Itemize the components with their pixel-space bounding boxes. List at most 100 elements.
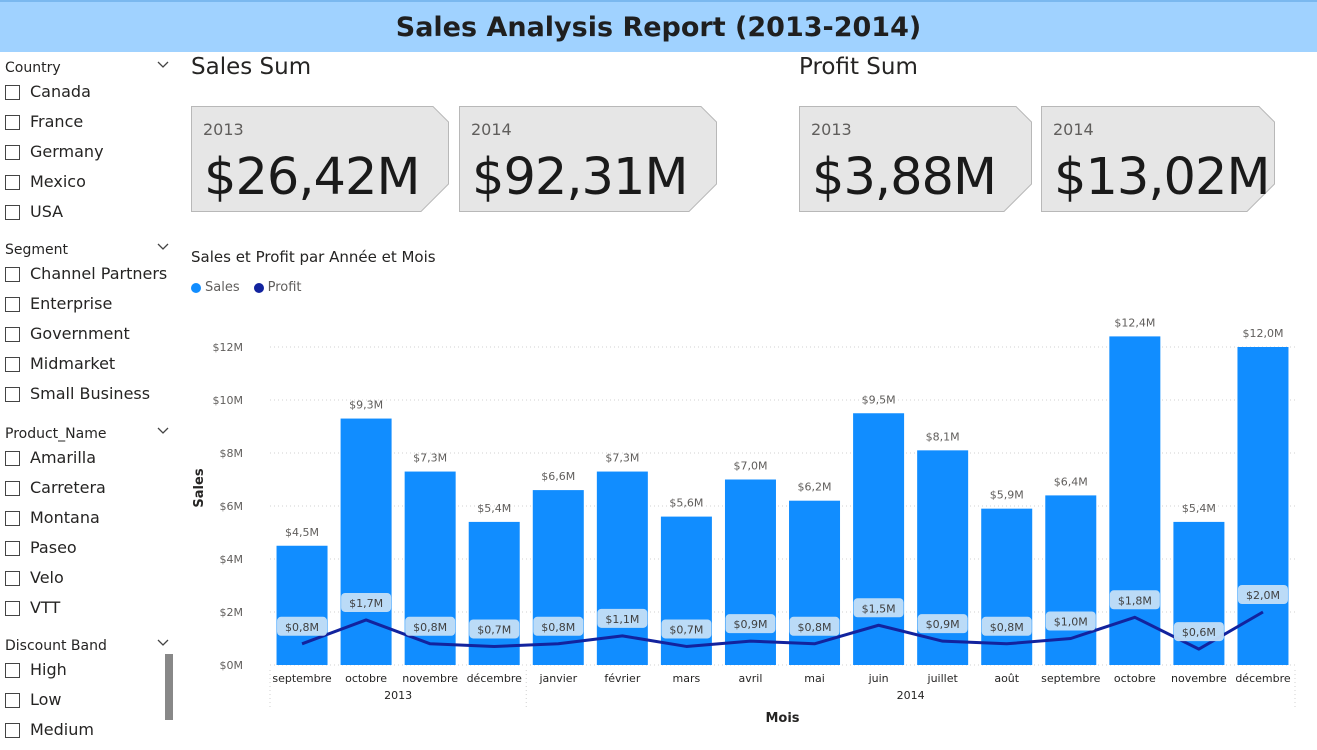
slicer-option[interactable]: Carretera — [5, 478, 175, 502]
sales-data-label: $6,2M — [798, 481, 832, 494]
slicer-option-label: Channel Partners — [30, 264, 168, 283]
checkbox[interactable] — [5, 115, 20, 130]
chevron-down-icon[interactable] — [156, 58, 170, 72]
chart-legend[interactable]: Sales Profit — [191, 280, 302, 295]
y-tick-label: $4M — [220, 553, 244, 566]
x-category-label: décembre — [1235, 672, 1291, 685]
slicer-option[interactable]: Enterprise — [5, 294, 175, 318]
card-shape — [191, 106, 449, 212]
checkbox[interactable] — [5, 663, 20, 678]
checkbox[interactable] — [5, 541, 20, 556]
profit-label-bg — [1045, 611, 1096, 631]
profit-data-label: $0,9M — [733, 618, 767, 631]
x-category-label: mai — [804, 672, 825, 685]
x-group-label: 2013 — [384, 689, 412, 702]
slicer-option[interactable]: Midmarket — [5, 354, 175, 378]
profit-2013-card[interactable]: 2013 $3,88M — [799, 106, 1032, 212]
sales-2013-card[interactable]: 2013 $26,42M — [191, 106, 449, 212]
profit-data-label: $1,7M — [349, 597, 383, 610]
profit-label-bg — [533, 616, 584, 636]
slicer-header[interactable]: Discount Band — [5, 636, 170, 658]
chevron-down-icon[interactable] — [156, 636, 170, 650]
slicer-option[interactable]: Channel Partners — [5, 264, 175, 288]
checkbox[interactable] — [5, 601, 20, 616]
checkbox[interactable] — [5, 451, 20, 466]
profit-label-bg — [981, 616, 1032, 636]
checkbox[interactable] — [5, 175, 20, 190]
checkbox[interactable] — [5, 511, 20, 526]
profit-data-label: $0,6M — [1182, 626, 1216, 639]
x-category-label: septembre — [272, 672, 332, 685]
checkbox[interactable] — [5, 481, 20, 496]
slicer-label: Segment — [5, 242, 68, 258]
y-tick-label: $0M — [220, 659, 244, 672]
x-category-label: mars — [673, 672, 701, 685]
checkbox[interactable] — [5, 723, 20, 738]
sales-bar — [1173, 521, 1225, 665]
x-category-label: novembre — [1171, 672, 1227, 685]
sales-profit-chart: $0M $2M $4M $6M $8M $10M $12M Sales $4,5M septemb… — [192, 316, 1296, 726]
slicer-option[interactable]: Amarilla — [5, 448, 175, 472]
slicer-option[interactable]: Canada — [5, 82, 175, 106]
profit-label-bg — [597, 608, 648, 628]
checkbox[interactable] — [5, 297, 20, 312]
sales-bar — [276, 545, 328, 665]
sales-legend-marker — [191, 282, 201, 293]
profit-label-bg — [917, 614, 968, 634]
slicer-option-label: Canada — [30, 82, 91, 101]
slicer-option[interactable]: France — [5, 112, 175, 136]
checkbox[interactable] — [5, 571, 20, 586]
profit-data-label: $1,1M — [605, 613, 639, 626]
checkbox[interactable] — [5, 387, 20, 402]
checkbox[interactable] — [5, 145, 20, 160]
x-category-label: septembre — [1041, 672, 1101, 685]
sales-bar — [660, 516, 712, 665]
chevron-down-icon[interactable] — [156, 240, 170, 254]
sales-bar — [1109, 336, 1161, 665]
x-axis-title: Mois — [765, 711, 799, 726]
profit-data-label: $0,7M — [477, 623, 511, 636]
slicer-option-label: VTT — [30, 598, 61, 617]
profit-data-label: $0,8M — [798, 621, 832, 634]
slicer-option[interactable]: Low — [5, 690, 175, 714]
slicer-option[interactable]: Medium — [5, 720, 175, 744]
sales-data-label: $7,0M — [733, 460, 767, 473]
slicer-header[interactable]: Product_Name — [5, 424, 170, 446]
x-category-label: avril — [739, 672, 763, 685]
profit-2014-card[interactable]: 2014 $13,02M — [1041, 106, 1275, 212]
profit-data-label: $0,7M — [669, 623, 703, 636]
sales-data-label: $9,3M — [349, 399, 383, 412]
slicer-option-label: France — [30, 112, 84, 131]
slicer-option[interactable]: Paseo — [5, 538, 175, 562]
checkbox[interactable] — [5, 693, 20, 708]
slicer-option[interactable]: Montana — [5, 508, 175, 532]
slicer-option[interactable]: Government — [5, 324, 175, 348]
slicer-option[interactable]: Mexico — [5, 172, 175, 196]
sales-data-label: $6,6M — [541, 470, 575, 483]
y-tick-label: $2M — [220, 606, 244, 619]
sales-data-label: $5,4M — [477, 502, 511, 515]
slicer-option[interactable]: Germany — [5, 142, 175, 166]
checkbox[interactable] — [5, 85, 20, 100]
slicer-option[interactable]: Velo — [5, 568, 175, 592]
sales-2014-card[interactable]: 2014 $92,31M — [459, 106, 717, 212]
checkbox[interactable] — [5, 327, 20, 342]
slicer-option[interactable]: Small Business — [5, 384, 175, 408]
sales-data-label: $7,3M — [605, 452, 639, 465]
checkbox[interactable] — [5, 357, 20, 372]
checkbox[interactable] — [5, 205, 20, 220]
x-category-label: octobre — [345, 672, 387, 685]
slicer-option[interactable]: USA — [5, 202, 175, 226]
slicer-header[interactable]: Segment — [5, 240, 170, 262]
card-value: $26,42M — [204, 148, 420, 207]
slicer-scrollbar[interactable] — [165, 654, 173, 720]
checkbox[interactable] — [5, 267, 20, 282]
slicer-option-label: Medium — [30, 720, 94, 739]
slicer-option[interactable]: High — [5, 660, 175, 684]
slicer-header[interactable]: Country — [5, 58, 170, 80]
slicer-option[interactable]: VTT — [5, 598, 175, 622]
sales-data-label: $5,9M — [990, 489, 1024, 502]
x-category-label: août — [994, 672, 1019, 685]
chevron-down-icon[interactable] — [156, 424, 170, 438]
sales-bar — [340, 418, 392, 665]
